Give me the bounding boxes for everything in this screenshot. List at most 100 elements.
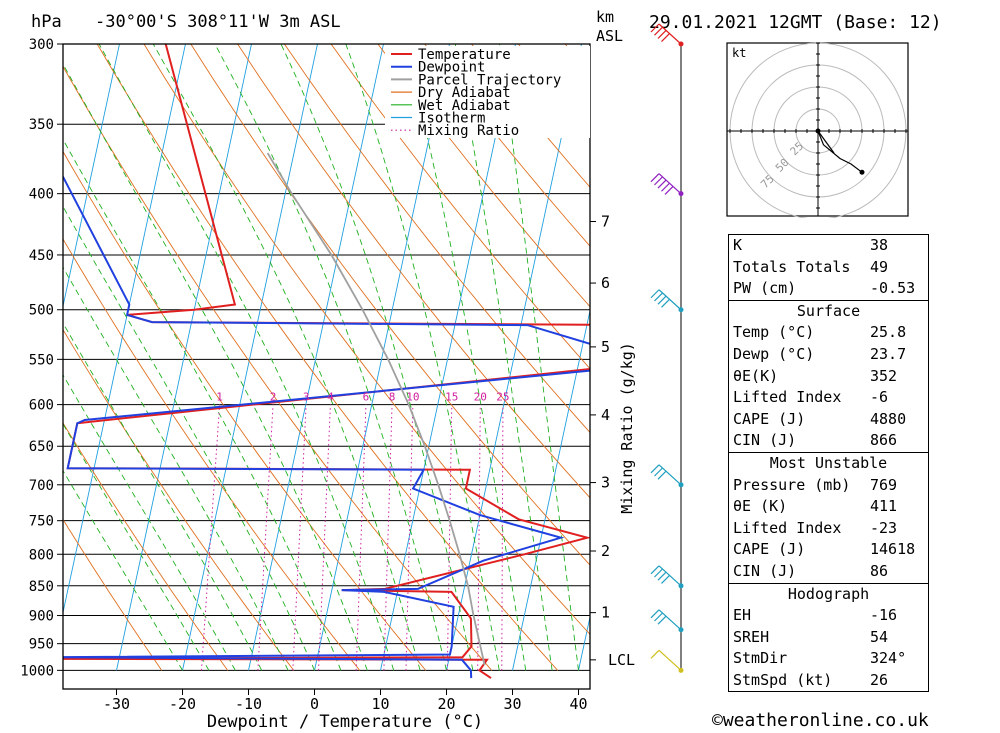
mixing-ratio-line	[200, 404, 221, 671]
x-tick-label: 40	[569, 695, 587, 713]
isotherm-line	[63, 44, 120, 309]
dry-adiabat	[284, 44, 590, 434]
hpa-label: hPa	[31, 12, 62, 32]
barb-flag	[657, 295, 667, 305]
dry-adiabat	[237, 44, 590, 499]
stat-row: Totals Totals 49	[733, 257, 889, 276]
dry-adiabat	[63, 422, 229, 671]
mixing-ratio-label: 1	[216, 391, 223, 404]
barb-flag	[654, 292, 663, 302]
barb-flag	[650, 464, 660, 474]
mixing-ratio-label: 25	[496, 391, 509, 404]
pressure-tick-label: 850	[29, 579, 54, 595]
dry-adiabat	[659, 44, 700, 670]
x-tick-label: -20	[169, 695, 196, 713]
temperature-line	[63, 44, 590, 679]
pressure-tick-label: 400	[29, 187, 54, 203]
pressure-tick-label: 900	[29, 609, 54, 625]
pressure-tick-label: 800	[29, 547, 54, 563]
hodo-title: Hodograph	[787, 584, 870, 603]
km-tick-label: 3	[601, 474, 610, 492]
mixing-ratio-line	[405, 404, 414, 671]
barb-flag	[661, 574, 670, 584]
most-unstable-section: Most Unstable Pressure (mb) 769 θE (K) 411…	[729, 451, 928, 583]
wind-barbs	[650, 23, 684, 673]
km-tick-label: 5	[601, 338, 610, 356]
wet-adiabat	[280, 44, 474, 671]
barb-flag	[657, 179, 667, 189]
barb-flag	[650, 23, 660, 33]
stats-table: K 38 Totals Totals 49 PW (cm) -0.53 Surface…	[728, 234, 929, 693]
stat-row: K 38	[733, 236, 889, 254]
axes: 3003504004505005506006507007508008509009…	[20, 37, 635, 713]
barb-flag	[650, 649, 660, 659]
barb-flag	[661, 33, 670, 43]
barb-flag	[650, 565, 660, 575]
stat-row: CIN (J) 86	[733, 561, 889, 580]
mixing-ratio-line	[446, 404, 453, 671]
barb-flag	[657, 470, 667, 480]
stat-row: StmDir 324°	[733, 649, 907, 668]
plot-frame	[62, 43, 591, 690]
x-tick-label: 30	[503, 695, 521, 713]
storm-motion-vector	[817, 130, 835, 154]
mixing-ratio-line	[318, 404, 331, 671]
legend-item: Parcel Trajectory	[418, 72, 561, 88]
general-stats: K 38 Totals Totals 49 PW (cm) -0.53	[729, 235, 928, 300]
stat-row: θE (K) 411	[733, 497, 898, 516]
dry-adiabat	[96, 44, 559, 671]
barb-flag	[650, 289, 660, 299]
stat-row: Temp (°C) 25.8	[733, 323, 907, 342]
barb-flag	[650, 609, 660, 619]
legend-item: Wet Adiabat	[418, 98, 511, 114]
pressure-tick-label: 1000	[20, 663, 54, 679]
stat-row: Lifted Index -6	[733, 388, 889, 407]
mixing-ratio-line	[383, 404, 393, 671]
stat-row: Dewp (°C) 23.7	[733, 344, 907, 363]
pressure-tick-label: 350	[29, 117, 54, 133]
isotherm-line	[63, 44, 186, 615]
datetime-title: 29.01.2021 12GMT (Base: 12)	[649, 12, 942, 33]
mixing-ratio-line	[501, 404, 504, 671]
barb-staff	[658, 649, 682, 671]
stat-row: StmSpd (kt) 26	[733, 670, 889, 689]
legend-item: Isotherm	[418, 111, 485, 127]
copyright-link[interactable]: ©weatheronline.co.uk	[712, 710, 929, 731]
barb-flag	[654, 176, 663, 186]
mixing-ratio-label: 6	[363, 391, 370, 404]
wet-adiabat	[63, 469, 183, 671]
dry-adiabat	[63, 328, 295, 671]
wet-adiabat	[63, 205, 315, 671]
legend-item: Temperature	[418, 47, 511, 63]
barb-staff	[658, 23, 682, 45]
stat-row: θE(K) 352	[733, 366, 898, 385]
stat-row: Lifted Index -23	[733, 518, 898, 537]
mixing-ratio-line	[355, 404, 367, 671]
wet-adiabat	[454, 44, 553, 671]
wet-adiabat	[152, 44, 421, 671]
isotherm-line	[116, 44, 252, 671]
isotherm-line	[578, 614, 590, 671]
barb-staff	[658, 289, 682, 311]
mixing-ratio-label: 15	[445, 391, 458, 404]
barb-flag	[654, 612, 663, 622]
hodograph-section: Hodograph EH -16 SREH 54 StmDir 324° StmSpd…	[729, 582, 928, 692]
dry-adiabat	[63, 238, 361, 671]
lcl-label: LCL	[608, 651, 635, 669]
barb-flag	[654, 26, 663, 36]
dry-adiabat	[63, 65, 493, 671]
legend-item: Dewpoint	[418, 60, 485, 76]
x-tick-label: 20	[437, 695, 455, 713]
x-tick-label: 0	[310, 695, 319, 713]
legend-item: Dry Adiabat	[418, 85, 511, 101]
km-label: km	[596, 8, 615, 26]
surface-title: Surface	[796, 301, 861, 320]
mixing-ratio-label: 3	[303, 391, 310, 404]
km-tick-label: 6	[601, 274, 610, 292]
pressure-tick-label: 750	[29, 514, 54, 530]
pressure-tick-label: 550	[29, 352, 54, 368]
dewpoint-line	[63, 174, 590, 679]
stat-row: CIN (J) 866	[733, 431, 898, 450]
barb-flag	[650, 173, 660, 183]
